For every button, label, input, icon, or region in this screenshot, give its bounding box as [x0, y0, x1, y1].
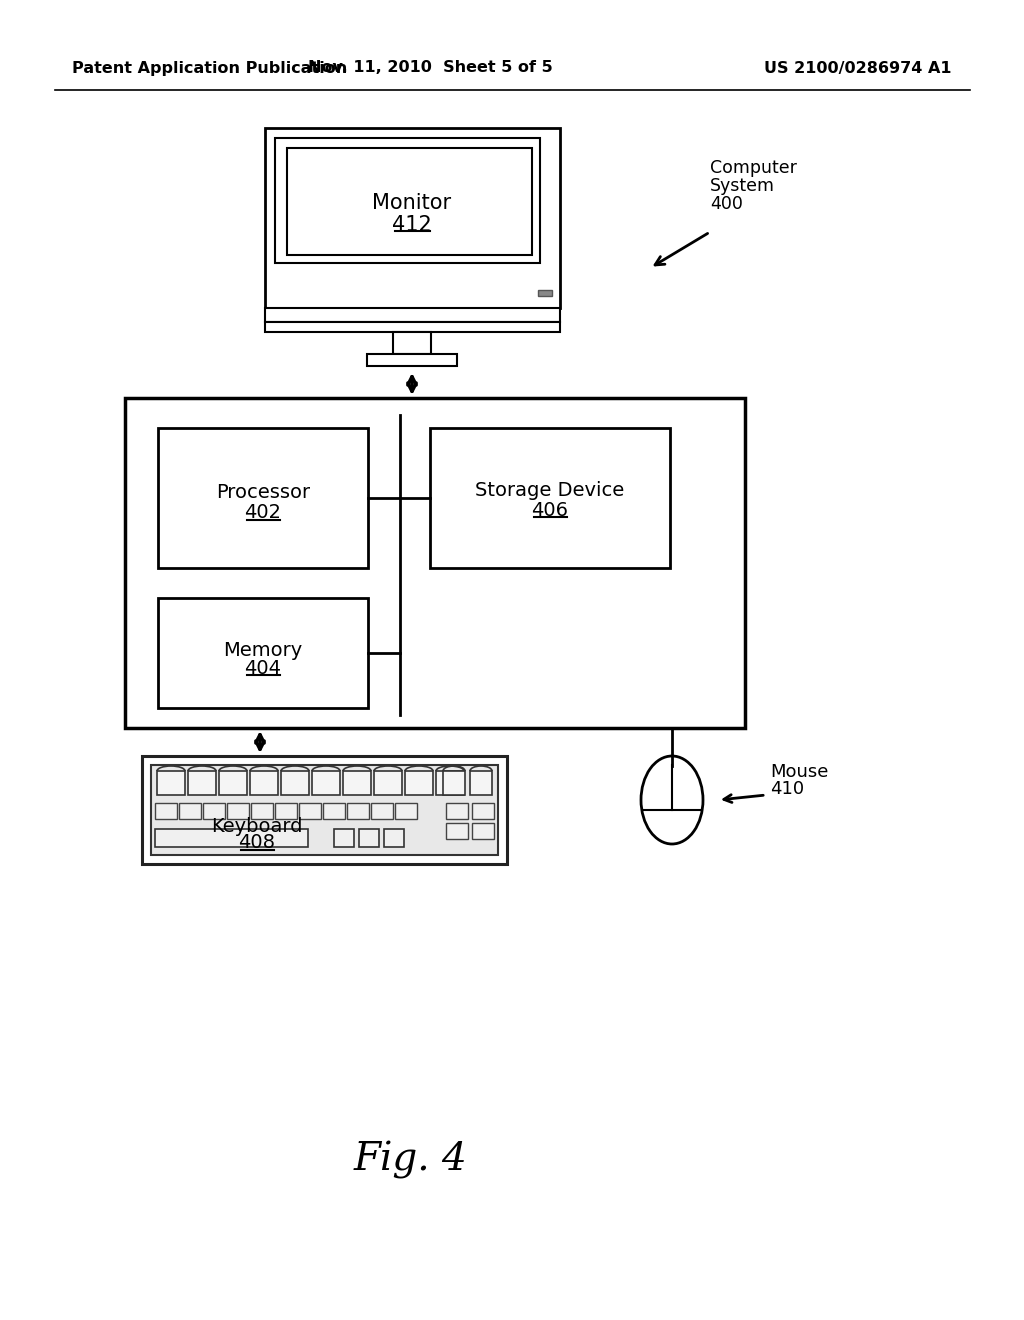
Bar — [125, 399, 745, 729]
Bar — [219, 771, 247, 795]
Bar — [275, 803, 297, 818]
Bar — [203, 803, 225, 818]
Bar — [281, 771, 309, 795]
Text: Memory: Memory — [223, 640, 303, 660]
Bar — [538, 290, 552, 296]
Bar — [179, 803, 201, 818]
Text: US 2100/0286974 A1: US 2100/0286974 A1 — [765, 61, 952, 75]
Bar — [334, 829, 354, 847]
Text: Keyboard: Keyboard — [211, 817, 303, 836]
Text: Fig. 4: Fig. 4 — [353, 1140, 467, 1179]
Bar — [443, 771, 465, 795]
Text: Processor: Processor — [216, 483, 310, 503]
Bar — [323, 803, 345, 818]
Bar — [367, 354, 457, 366]
Bar — [406, 771, 433, 795]
Text: 408: 408 — [239, 833, 275, 853]
Text: Computer: Computer — [710, 158, 797, 177]
Bar — [472, 822, 494, 840]
Text: 406: 406 — [531, 500, 568, 520]
Bar — [227, 803, 249, 818]
Bar — [472, 803, 494, 818]
Bar — [446, 803, 468, 818]
Bar — [374, 771, 402, 795]
Bar — [151, 766, 498, 855]
Bar — [312, 771, 340, 795]
Text: Monitor: Monitor — [373, 193, 452, 213]
Text: 400: 400 — [710, 195, 742, 213]
Text: 402: 402 — [245, 503, 282, 523]
Bar — [155, 829, 308, 847]
Text: 410: 410 — [770, 780, 804, 799]
Text: Nov. 11, 2010  Sheet 5 of 5: Nov. 11, 2010 Sheet 5 of 5 — [307, 61, 552, 75]
Text: 404: 404 — [245, 659, 282, 677]
Text: Mouse: Mouse — [770, 763, 828, 781]
Bar — [371, 803, 393, 818]
Bar — [384, 829, 404, 847]
Bar — [299, 803, 321, 818]
Text: Storage Device: Storage Device — [475, 480, 625, 499]
Ellipse shape — [641, 756, 703, 843]
Text: 412: 412 — [392, 215, 432, 235]
Bar — [436, 771, 464, 795]
Text: Patent Application Publication: Patent Application Publication — [72, 61, 347, 75]
Bar — [265, 308, 560, 322]
Bar — [265, 128, 560, 308]
Bar — [275, 139, 540, 263]
Bar — [158, 598, 368, 708]
Bar — [250, 771, 278, 795]
Bar — [430, 428, 670, 568]
Bar — [265, 322, 560, 333]
Bar — [157, 771, 185, 795]
Bar — [393, 333, 431, 354]
Bar — [470, 771, 492, 795]
Bar — [142, 756, 507, 865]
Bar — [251, 803, 273, 818]
Bar — [158, 428, 368, 568]
Bar — [347, 803, 369, 818]
Bar — [155, 803, 177, 818]
Bar — [287, 148, 532, 255]
Bar — [395, 803, 417, 818]
Bar — [188, 771, 216, 795]
Bar — [446, 822, 468, 840]
Text: System: System — [710, 177, 775, 195]
Bar — [359, 829, 379, 847]
Bar — [343, 771, 371, 795]
